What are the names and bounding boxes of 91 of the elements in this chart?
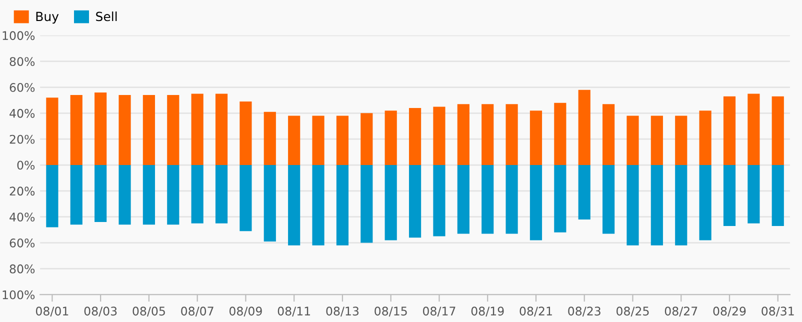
bar [675,116,688,166]
x-tick-label: 08/29 [713,306,746,316]
x-tick-label: 08/09 [229,306,262,316]
y-tick-label: 40% [10,212,35,222]
bar [384,165,397,240]
bar [142,165,155,225]
bar [554,165,566,232]
bar [408,108,422,166]
bar [723,165,736,226]
bar [94,92,107,166]
bar [215,165,228,224]
bar [360,165,373,243]
x-tick-label: 08/05 [132,306,165,316]
x-tick-label: 08/31 [762,306,794,316]
x-tick-label: 08/17 [422,306,456,316]
y-tick-label: 100% [2,290,35,300]
bar [457,104,470,166]
bar [748,94,760,166]
bar [70,95,82,166]
x-tick-label: 08/11 [278,306,310,316]
y-tick-label: 40% [10,108,35,118]
x-tick-label: 08/19 [471,306,504,316]
bar [384,110,397,166]
bar [46,98,58,166]
bar [191,94,204,166]
bar [288,116,300,166]
bar [215,94,228,166]
bar [482,104,494,166]
bar [312,116,324,166]
x-tick-label: 08/15 [374,306,407,316]
bar [602,104,615,166]
bar [772,96,784,166]
x-tick-label: 08/07 [181,306,214,316]
bar [457,165,470,234]
bar [626,165,639,246]
bar [336,165,349,246]
bar [288,165,300,246]
bar [650,116,663,166]
bar [46,165,58,228]
bar [530,165,542,240]
bar [167,95,180,166]
y-tick-label: 20% [10,134,35,144]
bar [723,96,736,166]
y-tick-label: 60% [10,238,35,248]
x-tick-label: 08/27 [664,306,698,316]
bar [240,165,252,232]
legend-label: Sell [96,12,117,22]
bar [191,165,204,224]
x-tick-label: 08/01 [36,306,68,316]
bar [699,110,712,166]
bar [699,165,712,240]
bar [118,165,131,225]
bar [118,95,131,166]
bar [312,165,324,246]
bar [167,165,180,225]
x-tick-label: 08/13 [326,306,359,316]
y-tick-label: 20% [10,186,35,196]
legend-label: Buy [36,12,59,24]
bar [408,165,422,238]
bar [602,165,615,234]
bar [506,104,518,166]
bar [506,165,518,234]
x-tick-label: 08/21 [520,306,552,316]
bar [433,106,446,166]
y-tick-label: 100% [2,31,35,40]
bar [748,165,760,224]
bar [94,165,107,222]
bar [578,165,590,220]
bar [264,165,276,242]
bar [240,102,252,166]
bar [336,116,349,166]
bar [578,90,590,166]
x-tick-label: 08/03 [84,306,117,316]
bar [675,165,688,246]
x-tick-label: 08/25 [616,306,649,316]
bar [433,165,446,236]
bar [530,110,542,166]
bar [650,165,663,246]
y-tick-label: 80% [10,57,35,66]
bar [626,116,639,166]
y-tick-label: 80% [10,264,35,274]
bar [70,165,82,225]
bar [772,165,784,226]
x-tick-label: 08/23 [568,306,600,316]
bar [482,165,494,234]
y-tick-label: 60% [10,82,35,92]
y-tick-label: 0% [17,160,35,170]
bar [264,112,276,166]
bar [142,95,155,166]
bar [360,113,373,166]
bar [554,102,566,166]
